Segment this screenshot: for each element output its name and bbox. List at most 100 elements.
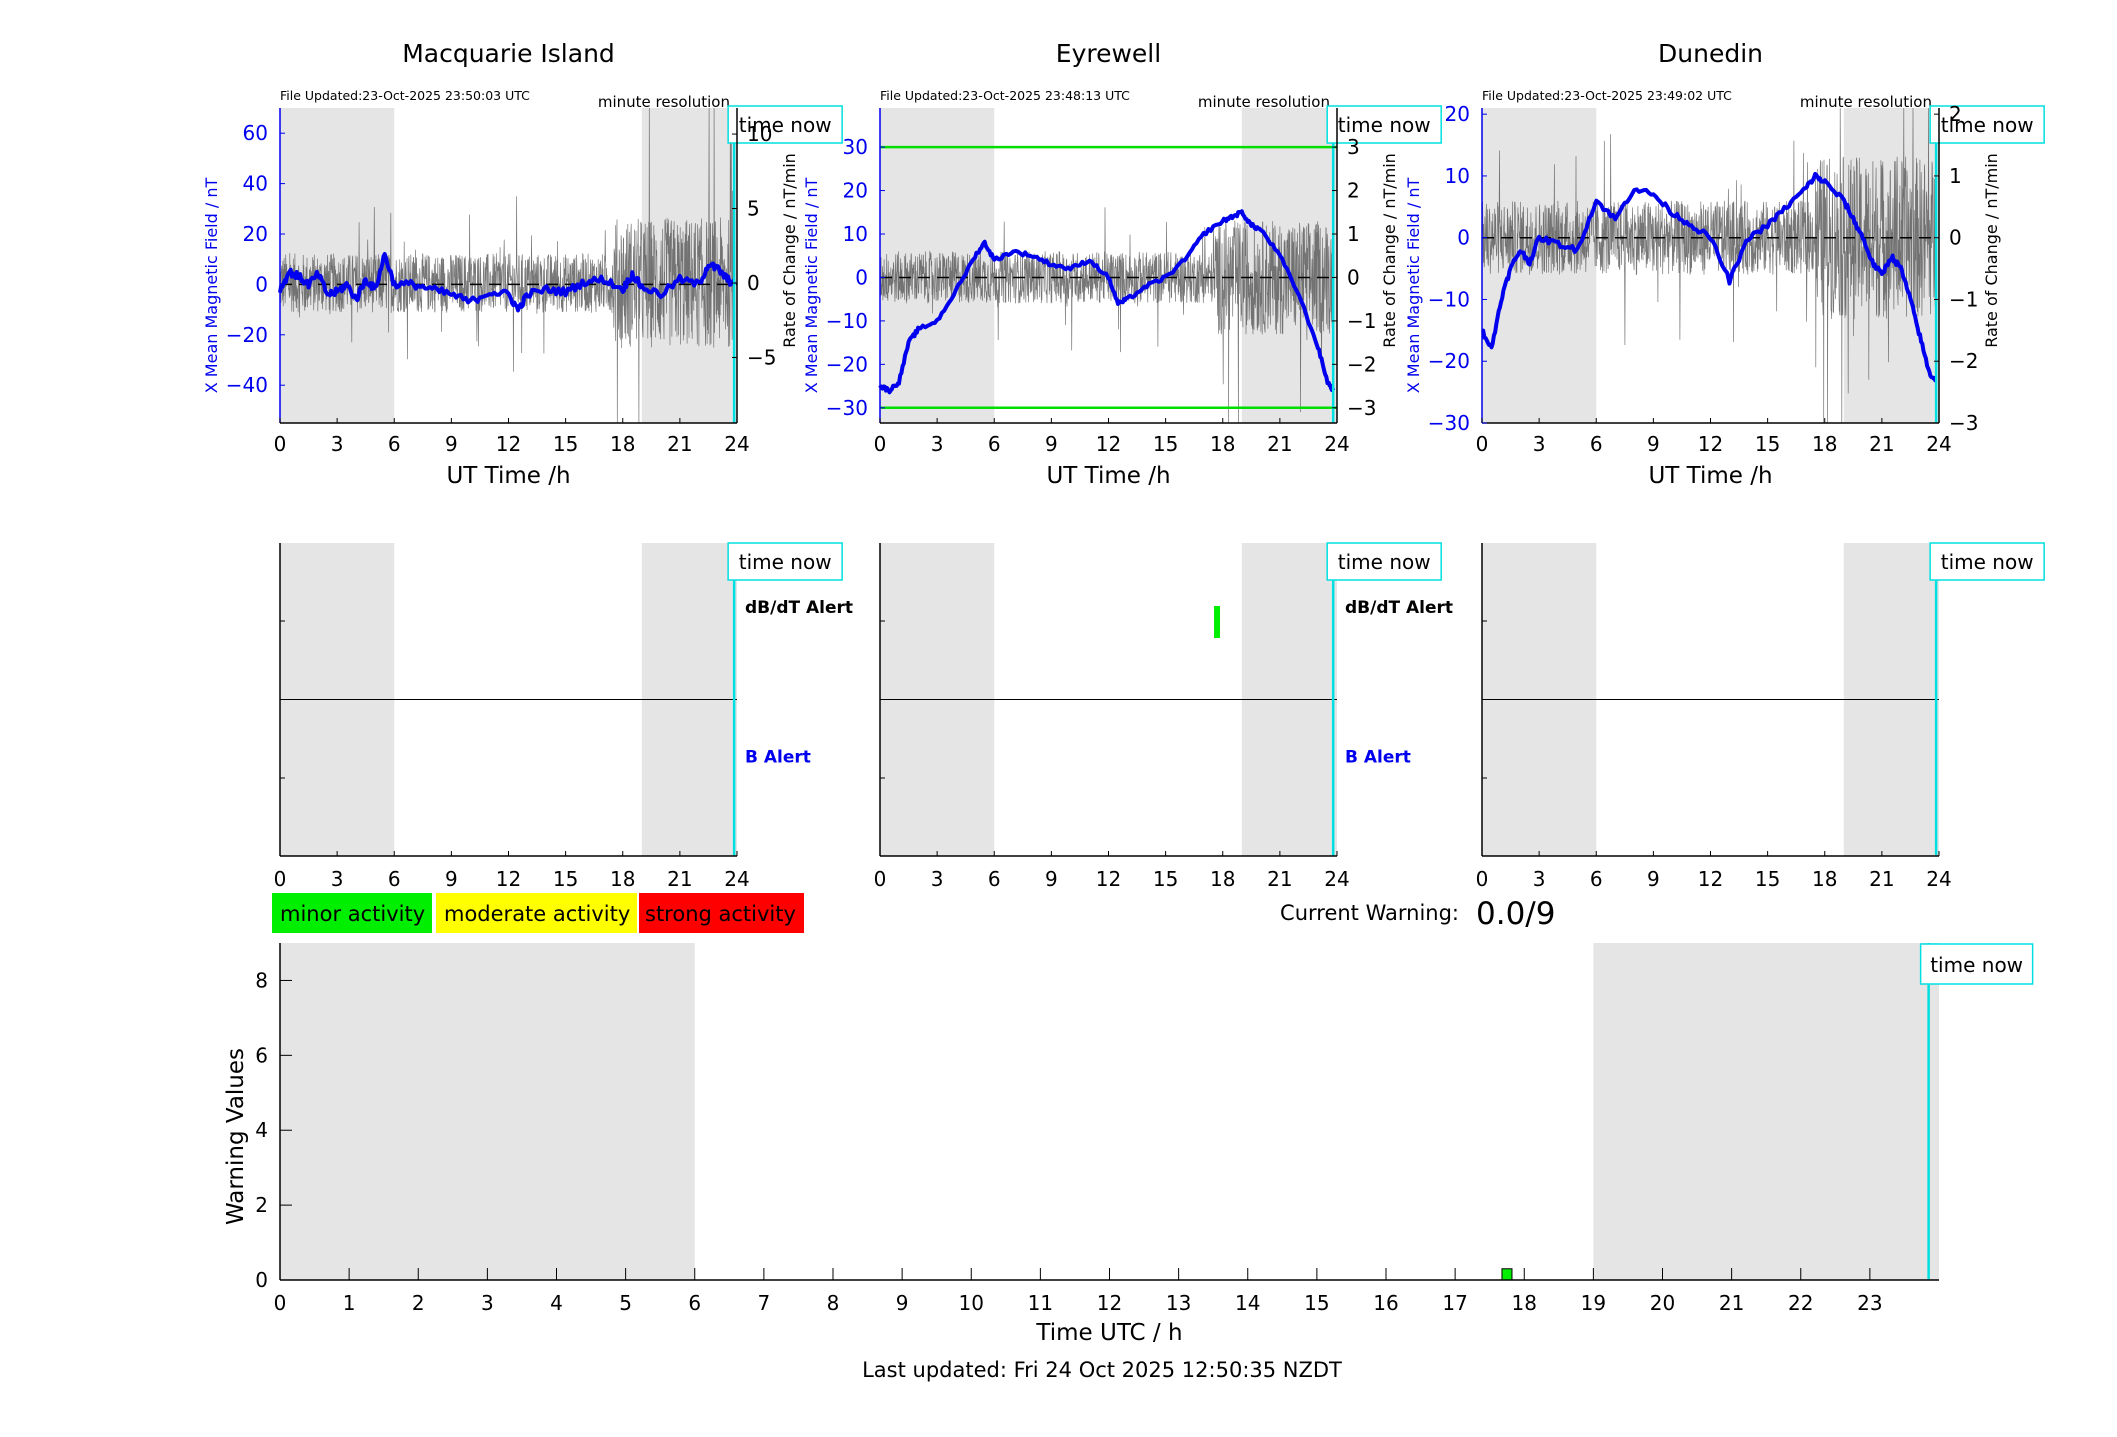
x-tick-label: 24 [1324, 432, 1349, 456]
y2-axis-label: Rate of Change / nT/min [1982, 153, 2001, 348]
y-tick-label: 30 [843, 135, 868, 159]
y-tick-label: 10 [843, 222, 868, 246]
field-series-line [1481, 171, 1938, 383]
y2-tick-label: 1 [1949, 164, 1962, 188]
x-tick-label: 3 [931, 867, 944, 891]
x-tick-label: 21 [1869, 432, 1894, 456]
legend-minor-label: minor activity [280, 902, 425, 926]
x-tick-label: 12 [1096, 432, 1121, 456]
y-tick-label: 20 [1445, 102, 1470, 126]
y-axis-label: X Mean Magnetic Field / nT [802, 178, 821, 394]
time-now-label: time now [1930, 953, 2023, 977]
y-tick-label: −40 [226, 373, 268, 397]
x-tick-label: 12 [496, 432, 521, 456]
legend-moderate-label: moderate activity [444, 902, 630, 926]
y-tick-label: 40 [243, 172, 268, 196]
time-now-label: time now [1338, 113, 1431, 137]
x-tick-label: 12 [496, 867, 521, 891]
current-warning-label: Current Warning: [1280, 901, 1459, 925]
x-tick-label: 24 [1324, 867, 1349, 891]
x-tick-label: 24 [724, 432, 749, 456]
x-tick-label: 0 [274, 432, 287, 456]
x-tick-label: 4 [550, 1291, 563, 1315]
legend-strong-label: strong activity [645, 902, 796, 926]
x-tick-label: 22 [1788, 1291, 1813, 1315]
x-tick-label: 0 [874, 432, 887, 456]
alert-marker [1214, 606, 1221, 638]
time-now-box [1919, 943, 2034, 985]
file-updated: File Updated:23-Oct-2025 23:48:13 UTC [880, 88, 1130, 103]
x-axis-label: UT Time /h [1046, 463, 1170, 489]
time-now-label: time now [1941, 113, 2034, 137]
magnetometer-panel: Eyrewell File Updated:23-Oct-2025 23:48:1… [802, 39, 1442, 489]
y-tick-label: 4 [255, 1118, 268, 1142]
file-updated: File Updated:23-Oct-2025 23:50:03 UTC [280, 88, 530, 103]
time-now-box [1929, 542, 2045, 581]
x-axis-label: UT Time /h [1648, 463, 1772, 489]
x-tick-label: 3 [1533, 432, 1546, 456]
time-now-label: time now [1941, 550, 2034, 574]
x-tick-label: 20 [1650, 1291, 1675, 1315]
x-tick-label: 12 [1096, 867, 1121, 891]
x-tick-label: 8 [827, 1291, 840, 1315]
night-shading [1593, 943, 1939, 1280]
x-tick-label: 3 [331, 432, 344, 456]
x-tick-label: 1 [343, 1291, 356, 1315]
x-tick-label: 24 [724, 867, 749, 891]
x-tick-label: 14 [1235, 1291, 1260, 1315]
y-tick-label: 0 [855, 265, 868, 289]
x-tick-label: 21 [1719, 1291, 1744, 1315]
y2-tick-label: −1 [1347, 309, 1376, 333]
x-axis-label: Time UTC / h [1035, 1320, 1182, 1346]
x-tick-label: 18 [1210, 867, 1235, 891]
time-now-box [1929, 105, 2045, 144]
y-tick-label: 0 [255, 272, 268, 296]
y2-tick-label: 0 [1347, 265, 1360, 289]
x-tick-label: 3 [1533, 867, 1546, 891]
panel-title: Macquarie Island [402, 39, 615, 68]
x-tick-label: 18 [1812, 867, 1837, 891]
x-tick-label: 9 [1045, 432, 1058, 456]
x-tick-label: 10 [959, 1291, 984, 1315]
time-now-box [1326, 542, 1442, 581]
resolution-label: minute resolution [598, 93, 730, 111]
x-tick-label: 0 [274, 1291, 287, 1315]
y2-tick-label: −5 [747, 345, 776, 369]
y-tick-label: −20 [226, 323, 268, 347]
x-tick-label: 15 [1304, 1291, 1329, 1315]
y-tick-label: 2 [255, 1193, 268, 1217]
x-axis-label: UT Time /h [446, 463, 570, 489]
alert-panel: time now dB/dT Alert B Alert 0 3 6 9 12 15 18 21 24 [874, 542, 1453, 891]
last-updated: Last updated: Fri 24 Oct 2025 12:50:35 N… [862, 1358, 1342, 1382]
time-now-box [727, 542, 843, 581]
x-tick-label: 15 [1755, 867, 1780, 891]
dbdt-alert-label: dB/dT Alert [1345, 598, 1453, 618]
field-series-line [278, 252, 737, 313]
x-tick-label: 17 [1442, 1291, 1467, 1315]
x-tick-label: 21 [667, 867, 692, 891]
y2-tick-label: −3 [1949, 411, 1978, 435]
y2-tick-label: 1 [1347, 222, 1360, 246]
y2-tick-label: −1 [1949, 287, 1978, 311]
y2-tick-label: −2 [1347, 352, 1376, 376]
x-tick-label: 24 [1926, 432, 1951, 456]
field-series-line [878, 209, 1336, 395]
activity-legend: minor activity moderate activity strong … [272, 893, 804, 933]
x-tick-label: 6 [388, 432, 401, 456]
x-tick-label: 6 [988, 432, 1001, 456]
current-warning-value: 0.0/9 [1476, 896, 1555, 932]
x-tick-label: 23 [1857, 1291, 1882, 1315]
magnetometer-panel: Macquarie Island File Updated:23-Oct-2025… [202, 39, 843, 489]
x-tick-label: 18 [1512, 1291, 1537, 1315]
x-tick-label: 6 [388, 867, 401, 891]
x-tick-label: 21 [1267, 432, 1292, 456]
y-tick-label: −10 [1428, 287, 1470, 311]
night-shading [280, 943, 695, 1280]
y-axis-label: X Mean Magnetic Field / nT [202, 178, 221, 394]
y-tick-label: −20 [1428, 349, 1470, 373]
warning-bar [1501, 1268, 1513, 1281]
x-tick-label: 0 [274, 867, 287, 891]
x-tick-label: 9 [445, 867, 458, 891]
y2-tick-label: −3 [1347, 396, 1376, 420]
y2-tick-label: 0 [1949, 226, 1962, 250]
